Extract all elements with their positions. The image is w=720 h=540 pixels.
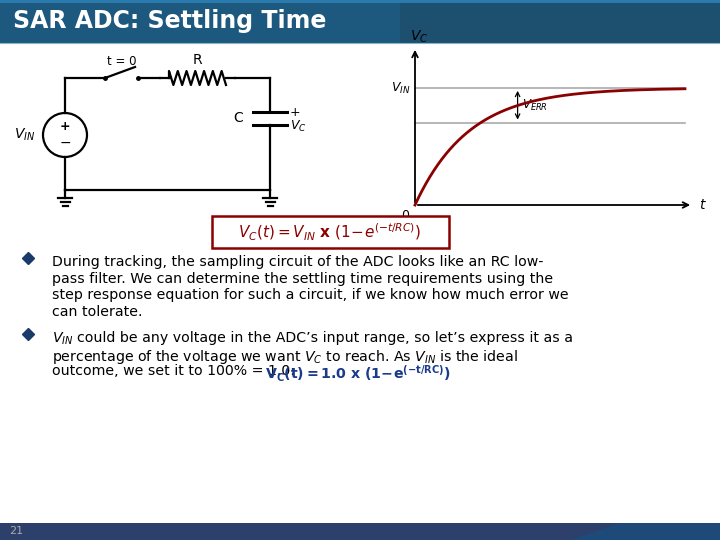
Bar	[0, 523, 720, 540]
FancyBboxPatch shape	[212, 216, 449, 248]
Text: $V_{IN}$: $V_{IN}$	[14, 127, 35, 143]
Text: step response equation for such a circuit, if we know how much error we: step response equation for such a circui…	[52, 288, 569, 302]
Polygon shape	[570, 523, 720, 540]
Text: +: +	[60, 120, 71, 133]
Text: $V_{IN}$: $V_{IN}$	[390, 80, 410, 96]
Text: $V_{IN}$: $V_{IN}$	[52, 331, 73, 347]
Text: $V_C(t) = V_{IN}\ \mathbf{x}\ (1\!-\!e^{(-t/RC)})$: $V_C(t) = V_{IN}\ \mathbf{x}\ (1\!-\!e^{…	[238, 221, 421, 242]
Text: pass filter. We can determine the settling time requirements using the: pass filter. We can determine the settli…	[52, 272, 553, 286]
Text: C: C	[233, 111, 243, 125]
Text: SAR ADC: Settling Time: SAR ADC: Settling Time	[13, 9, 326, 33]
Text: During tracking, the sampling circuit of the ADC looks like an RC low-: During tracking, the sampling circuit of…	[52, 255, 544, 269]
Text: −: −	[59, 136, 71, 150]
Text: t = 0: t = 0	[107, 55, 136, 68]
Bar	[0, 0, 400, 43]
Text: $V_C$: $V_C$	[410, 29, 428, 45]
Text: can tolerate.: can tolerate.	[52, 305, 143, 319]
Text: $\mathbf{V_C(t) = 1.0\ x\ (1\!-\!e^{(-t/RC)})}$: $\mathbf{V_C(t) = 1.0\ x\ (1\!-\!e^{(-t/…	[265, 364, 451, 384]
Text: percentage of the voltage we want $V_C$ to reach. As $V_{IN}$ is the ideal: percentage of the voltage we want $V_C$ …	[52, 348, 518, 366]
Text: t: t	[699, 198, 704, 212]
Bar	[0, 0, 720, 3]
Bar	[0, 0, 720, 43]
Text: outcome, we set it to 100% = 1.0:: outcome, we set it to 100% = 1.0:	[52, 364, 304, 378]
Text: $V_{ERR}$: $V_{ERR}$	[521, 98, 547, 113]
Text: 0: 0	[401, 209, 409, 222]
Text: R: R	[193, 53, 202, 67]
Text: +: +	[290, 105, 301, 118]
Text: 21: 21	[9, 526, 23, 537]
Text: $V_C$: $V_C$	[290, 118, 307, 133]
Text: could be any voltage in the ADC’s input range, so let’s express it as a: could be any voltage in the ADC’s input …	[77, 331, 573, 345]
